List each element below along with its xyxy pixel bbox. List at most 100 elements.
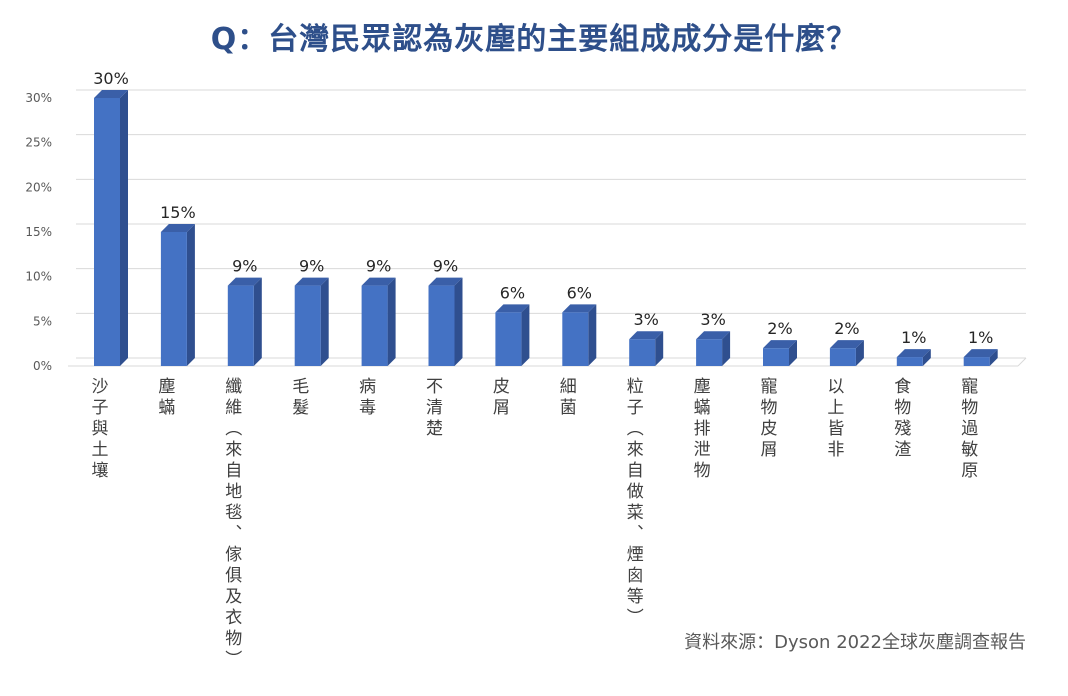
bar-top [361,277,396,286]
bar-front [696,339,723,366]
floor-edge [1017,357,1027,367]
value-label: 15% [160,203,196,222]
bar-front [160,232,187,366]
bar [428,277,463,366]
bar-front [629,339,656,366]
value-label: 9% [232,257,257,276]
value-label: 2% [767,319,792,338]
bar [160,224,195,366]
bar-front [495,312,522,366]
bar-front [763,348,789,366]
bar-front [428,285,455,366]
y-tick-label: 30% [25,91,52,105]
value-label: 6% [567,283,592,302]
y-tick-label: 10% [25,270,52,284]
bars [94,90,998,366]
bar-side [722,331,731,366]
x-axis-categories: 沙子與土壤 塵蟎 纖維︵來自地毯︑傢俱及衣物︶ 毛髮 病毒 不清楚 皮屑 細菌 粒子︵來自做菜︑… [92,377,979,670]
y-tick-label: 5% [33,314,52,328]
bar-side [922,349,931,366]
value-label: 2% [834,319,859,338]
bar-front [361,285,388,366]
bar-top [160,224,195,232]
gridlines [68,89,1027,367]
bar-side [989,349,998,366]
bar-side [855,340,864,366]
bar-side [120,90,128,366]
y-tick-label: 15% [25,225,52,239]
bar-side [655,331,664,366]
bar [896,349,931,366]
page-title: Q：台灣民眾認為灰塵的主要組成成分是什麼？ [210,22,858,57]
value-label: 3% [700,310,725,329]
bar [227,277,262,366]
bar-side [588,304,597,366]
category-label: 不清楚 [426,377,443,439]
bar-side [186,224,195,366]
bar-front [562,312,589,366]
category-label: 毛髮 [292,377,309,418]
bar-top [896,349,931,358]
category-label: 皮屑 [493,377,510,418]
value-label: 30% [93,69,129,88]
bar-top [428,277,463,286]
bar [629,331,664,366]
category-label: 沙子與土壤 [92,377,109,481]
bar [94,90,128,366]
bar-front [94,98,120,366]
bar-top [495,304,530,313]
bar [829,340,864,366]
value-label: 9% [433,257,458,276]
bar-top [227,277,262,286]
y-tick-label: 0% [33,359,52,373]
y-tick-label: 25% [25,136,52,150]
bar-front [963,357,990,366]
bar [696,331,731,366]
category-label: 寵物過敏原 [961,377,978,481]
category-label: 病毒 [359,377,376,418]
bar [294,277,329,366]
bar-front [829,348,856,366]
bar-side [253,277,262,366]
bar-front [294,285,321,366]
value-labels: 30% 15% 9% 9% 9% 9% 6% 6% 3% 3% 2% 2% 1% 1% [93,69,993,347]
bar-side [789,340,797,366]
bar-top [629,331,664,340]
bar [763,340,797,366]
value-label: 9% [366,257,391,276]
bar-top [829,340,864,349]
bar-side [387,277,396,366]
category-label: 粒子︵來自做菜︑煙囪等︶ [627,377,644,628]
value-label: 6% [500,283,525,302]
bar-front [227,285,254,366]
bar [361,277,396,366]
bar [963,349,998,366]
bar [562,304,597,366]
bar-top [562,304,597,313]
y-tick-label: 20% [25,180,52,194]
y-axis-ticks: 0% 5% 10% 15% 20% 25% 30% [25,91,52,373]
category-label: 寵物皮屑 [761,377,778,460]
category-label: 纖維︵來自地毯︑傢俱及衣物︶ [225,377,242,670]
category-label: 塵蟎 [158,377,175,418]
source-note: 資料來源：Dyson 2022全球灰塵調查報告 [684,632,1026,653]
value-label: 3% [634,310,659,329]
bar [495,304,530,366]
bar-front [896,357,923,366]
category-label: 以上皆非 [827,377,844,460]
category-label: 細菌 [560,377,577,418]
bar-top [294,277,329,286]
bar-top [94,90,128,98]
category-label: 食物殘渣 [894,377,911,460]
value-label: 9% [299,257,324,276]
bar-side [320,277,329,366]
bar-top [963,349,998,358]
bar-top [763,340,797,349]
category-label: 塵蟎排泄物 [694,377,711,481]
bar-side [521,304,530,366]
value-label: 1% [968,328,993,347]
bar-side [454,277,463,366]
value-label: 1% [901,328,926,347]
bar-top [696,331,731,340]
